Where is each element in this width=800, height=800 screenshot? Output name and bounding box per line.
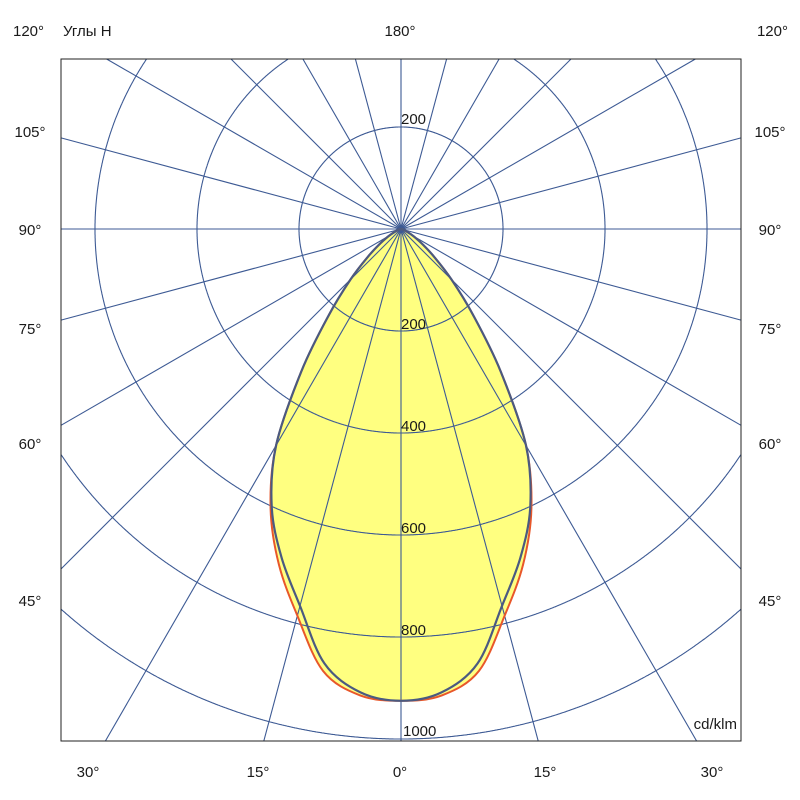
plot-frame bbox=[60, 58, 742, 742]
grid-radial-120 bbox=[400, 58, 696, 230]
unit-label: cd/klm bbox=[694, 716, 737, 733]
header-left-label: Углы H bbox=[63, 23, 112, 40]
grid-radial-15 bbox=[400, 228, 539, 742]
grid-radial-195 bbox=[354, 58, 402, 230]
grid-radial-165 bbox=[400, 58, 448, 230]
angle-label-left-105: 105° bbox=[14, 124, 45, 141]
grid-radial-315 bbox=[60, 228, 402, 570]
ring-label-400: 400 bbox=[401, 418, 426, 435]
angle-label-top-center: 180° bbox=[384, 23, 415, 40]
grid-radial-300 bbox=[60, 228, 402, 426]
series-curve-C0-C180 bbox=[270, 227, 532, 702]
grid-radial-225 bbox=[230, 58, 402, 230]
ring-label-600: 600 bbox=[401, 520, 426, 537]
angle-label-top-right: 120° bbox=[757, 23, 788, 40]
angle-label-left-75: 75° bbox=[19, 321, 42, 338]
angle-label-bottom-30-right: 30° bbox=[701, 764, 724, 781]
grid-radial-75 bbox=[400, 228, 742, 321]
ring-label-1000: 1000 bbox=[403, 723, 436, 740]
angle-label-bottom-0: 0° bbox=[393, 764, 407, 781]
angle-label-right-75: 75° bbox=[759, 321, 782, 338]
grid-radial-255 bbox=[60, 137, 402, 230]
angle-label-top-left: 120° bbox=[13, 23, 44, 40]
grid-radial-210 bbox=[302, 58, 402, 230]
angle-label-right-45: 45° bbox=[759, 593, 782, 610]
grid-radial-345 bbox=[263, 228, 402, 742]
grid-radial-105 bbox=[400, 137, 742, 230]
angle-label-bottom-15-right: 15° bbox=[534, 764, 557, 781]
ring-label-200: 200 bbox=[401, 316, 426, 333]
grid-radial-240 bbox=[106, 58, 402, 230]
ring-label-800: 800 bbox=[401, 622, 426, 639]
grid-radial-150 bbox=[400, 58, 500, 230]
grid-ring-600 bbox=[94, 58, 708, 536]
grid-radial-60 bbox=[400, 228, 742, 426]
angle-label-bottom-30-left: 30° bbox=[77, 764, 100, 781]
angle-label-right-90: 90° bbox=[759, 222, 782, 239]
ring-label-top-200: 200 bbox=[401, 111, 426, 128]
angle-label-left-90: 90° bbox=[19, 222, 42, 239]
angle-label-bottom-15-left: 15° bbox=[247, 764, 270, 781]
grid-radial-285 bbox=[60, 228, 402, 321]
grid-radial-135 bbox=[400, 58, 572, 230]
angle-label-right-60: 60° bbox=[759, 436, 782, 453]
angle-label-left-45: 45° bbox=[19, 593, 42, 610]
grid-ring-1000 bbox=[60, 608, 742, 740]
grid-radial-45 bbox=[400, 228, 742, 570]
grid-ring-800 bbox=[60, 454, 742, 638]
angle-label-left-60: 60° bbox=[19, 436, 42, 453]
grid-ring-400 bbox=[196, 58, 606, 434]
angle-label-right-105: 105° bbox=[754, 124, 785, 141]
grid-radial-330 bbox=[104, 228, 402, 742]
grid-radial-30 bbox=[400, 228, 698, 742]
